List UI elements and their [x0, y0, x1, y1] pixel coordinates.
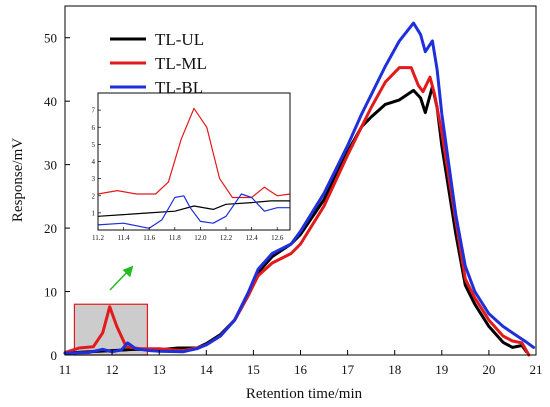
inset-y-tick-label: 6 [92, 124, 96, 132]
x-tick-label: 12 [106, 362, 119, 377]
inset-y-tick-label: 4 [92, 158, 96, 166]
x-tick-label: 13 [153, 362, 166, 377]
y-tick-label: 40 [44, 94, 57, 109]
legend-label: TL-UL [155, 30, 204, 49]
y-axis-title: Response/mV [10, 138, 26, 222]
x-tick-label: 18 [388, 362, 401, 377]
x-tick-label: 11 [59, 362, 72, 377]
legend-label: TL-ML [155, 54, 207, 73]
inset-y-tick-label: 7 [92, 107, 96, 115]
inset-y-tick-label: 1 [92, 209, 96, 217]
inset-x-tick-label: 11.6 [143, 234, 155, 242]
x-tick-label: 20 [482, 362, 495, 377]
legend-label: TL-BL [155, 78, 203, 97]
inset-series-line [97, 107, 291, 199]
series-line-tl-bl [63, 21, 536, 355]
x-tick-label: 16 [294, 362, 308, 377]
y-tick-label: 0 [51, 348, 58, 363]
inset-series-line [97, 193, 290, 229]
inset-x-tick-label: 12.6 [271, 234, 284, 242]
inset-y-tick-label: 5 [92, 141, 96, 149]
inset-series-line [97, 200, 290, 217]
x-tick-label: 17 [341, 362, 355, 377]
inset-x-tick-label: 11.4 [118, 234, 130, 242]
inset-x-tick-label: 12.2 [220, 234, 233, 242]
y-tick-label: 50 [44, 31, 57, 46]
zoom-arrow-shaft [109, 270, 129, 291]
inset-x-tick-label: 12.4 [245, 234, 258, 242]
x-axis-title: Retention time/min [246, 386, 363, 402]
inset-y-tick-label: 3 [92, 175, 96, 183]
y-tick-label: 10 [44, 285, 57, 300]
y-tick-label: 30 [44, 158, 57, 173]
inset-x-tick-label: 11.8 [169, 234, 181, 242]
x-tick-label: 14 [200, 362, 214, 377]
x-tick-label: 21 [530, 362, 543, 377]
inset-x-tick-label: 12.0 [194, 234, 207, 242]
x-tick-label: 19 [435, 362, 448, 377]
x-tick-label: 15 [247, 362, 260, 377]
y-tick-label: 20 [44, 221, 57, 236]
inset-x-tick-label: 11.2 [92, 234, 104, 242]
inset-frame-bg [97, 92, 291, 231]
zoom-arrow-head [122, 265, 134, 278]
inset-y-tick-label: 2 [92, 192, 96, 200]
series-line-tl-ml [63, 66, 531, 357]
